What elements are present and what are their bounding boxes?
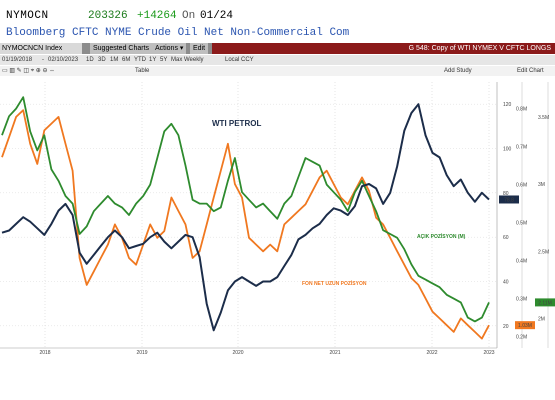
series-line-0 bbox=[1, 103, 490, 332]
x-tick-4: 2022 bbox=[426, 350, 437, 356]
right1-tick-4: 0.6M bbox=[516, 183, 527, 189]
on-label: On bbox=[182, 10, 196, 22]
command-toolbar: NYMOCNCN Index Suggested Charts Actions … bbox=[0, 43, 555, 54]
right1-tick-0: 0.2M bbox=[516, 335, 527, 341]
right-axis-2: 2M 2.5M 3M 3.5M bbox=[538, 115, 549, 323]
x-tick-5: 2023 bbox=[483, 350, 494, 356]
period-6m[interactable]: 6M bbox=[122, 57, 131, 63]
left-tick-1: 40 bbox=[503, 280, 509, 286]
x-axis: 2018 2019 2020 2021 2022 2023 bbox=[39, 350, 494, 356]
series-label-fund-net-long: FON NET UZUN POZİSYON bbox=[302, 280, 367, 287]
left-tick-2: 60 bbox=[503, 235, 509, 241]
right1-tick-1: 0.3M bbox=[516, 297, 527, 303]
left-tick-5: 120 bbox=[503, 102, 512, 108]
badge-0: 78.8 bbox=[499, 195, 519, 204]
grid-lines bbox=[0, 82, 549, 349]
frequency-select[interactable]: Weekly bbox=[184, 57, 204, 63]
right1-tick-2: 0.4M bbox=[516, 259, 527, 265]
badge-2: 1.03M bbox=[515, 321, 535, 330]
period-1y[interactable]: 1Y bbox=[149, 57, 157, 63]
period-1d[interactable]: 1D bbox=[86, 57, 94, 63]
header: NYMOCN 203326 +14264 On 01/24 Bloomberg … bbox=[0, 0, 555, 42]
index-field[interactable]: NYMOCNCN Index bbox=[0, 43, 82, 54]
currency-select[interactable]: Local CCY bbox=[225, 57, 254, 63]
suggested-charts-button[interactable]: Suggested Charts bbox=[90, 43, 153, 54]
chart-toolbar: ▭ ▥ ✎ ◫ ⌖ ⊕ ⊖ ⇔ Table Add Study Edit Cha… bbox=[0, 66, 555, 76]
right2-tick-2: 3M bbox=[538, 182, 545, 188]
left-tick-4: 100 bbox=[503, 147, 512, 153]
right1-tick-3: 0.5M bbox=[516, 221, 527, 227]
chart-title: WTI PETROL bbox=[212, 119, 261, 128]
price-date: 01/24 bbox=[200, 10, 234, 22]
x-tick-1: 2019 bbox=[136, 350, 147, 356]
right2-tick-0: 2M bbox=[538, 316, 545, 322]
date-separator: - bbox=[42, 57, 44, 63]
period-1m[interactable]: 1M bbox=[110, 57, 119, 63]
x-tick-0: 2018 bbox=[39, 350, 50, 356]
series-line-1 bbox=[1, 96, 490, 323]
end-date-field[interactable]: 02/10/2023 bbox=[48, 57, 79, 63]
right2-tick-3: 3.5M bbox=[538, 115, 549, 121]
ticker-symbol: NYMOCN bbox=[6, 10, 49, 22]
series-line-2 bbox=[1, 109, 490, 340]
period-max[interactable]: Max bbox=[171, 57, 183, 63]
edit-button[interactable]: Edit bbox=[190, 43, 209, 54]
period-ytd[interactable]: YTD bbox=[134, 57, 146, 63]
left-tick-3: 80 bbox=[503, 191, 509, 197]
badge-text-0: 78.8 bbox=[504, 197, 514, 203]
price-change: +14264 bbox=[137, 10, 177, 22]
edit-chart-button[interactable]: Edit Chart bbox=[517, 68, 544, 74]
start-date-field[interactable]: 01/19/2018 bbox=[2, 57, 33, 63]
range-bar: 01/19/2018 - 02/10/2023 1D 3D 1M 6M YTD … bbox=[0, 55, 555, 65]
security-description: Bloomberg CFTC NYME Crude Oil Net Non-Co… bbox=[6, 27, 350, 39]
badge-1: 2.11M bbox=[535, 298, 555, 307]
left-tick-0: 20 bbox=[503, 324, 509, 330]
x-tick-2: 2020 bbox=[232, 350, 243, 356]
series-lines bbox=[1, 96, 490, 340]
chart-tools-icons[interactable]: ▭ ▥ ✎ ◫ ⌖ ⊕ ⊖ ⇔ bbox=[2, 68, 56, 74]
right1-tick-6: 0.8M bbox=[516, 107, 527, 113]
page-title-bar: G 548: Copy of WTI NYMEX V CFTC LONGS bbox=[212, 43, 555, 54]
period-5y[interactable]: 5Y bbox=[160, 57, 168, 63]
right1-tick-5: 0.7M bbox=[516, 145, 527, 151]
last-value-badges: 78.8 2.11M 1.03M bbox=[499, 195, 555, 330]
left-axis: 20 40 60 80 100 120 bbox=[503, 102, 512, 330]
x-tick-3: 2021 bbox=[329, 350, 340, 356]
badge-text-1: 2.11M bbox=[538, 300, 552, 306]
last-price: 203326 bbox=[88, 10, 128, 22]
right-axis-1: 0.2M 0.3M 0.4M 0.5M 0.6M 0.7M 0.8M bbox=[516, 107, 527, 341]
right2-tick-1: 2.5M bbox=[538, 249, 549, 255]
add-study-button[interactable]: Add Study bbox=[444, 68, 472, 74]
suggested-charts-label: Suggested Charts bbox=[93, 45, 150, 52]
table-button[interactable]: Table bbox=[135, 68, 150, 74]
series-label-open-interest: AÇIK POZİSYON (M) bbox=[417, 233, 466, 240]
actions-label: Actions bbox=[155, 45, 178, 52]
actions-button[interactable]: Actions ▾ bbox=[152, 43, 187, 54]
period-3d[interactable]: 3D bbox=[98, 57, 106, 63]
edit-label: Edit bbox=[193, 45, 206, 52]
badge-text-2: 1.03M bbox=[518, 323, 532, 329]
